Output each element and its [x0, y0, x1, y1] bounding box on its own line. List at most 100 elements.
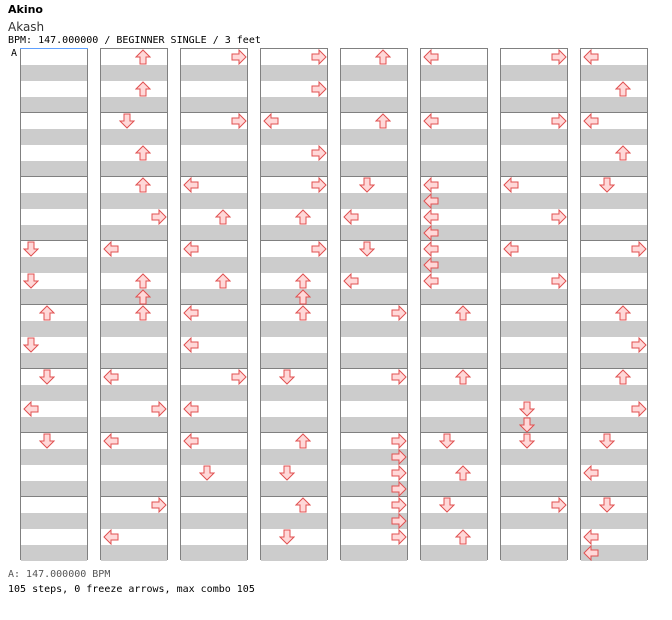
beat-band — [501, 193, 567, 209]
beat-band — [501, 161, 567, 177]
beat-band — [341, 225, 407, 241]
step-arrow-down-icon — [23, 273, 39, 289]
beat-band — [261, 449, 327, 465]
step-arrow-left-icon — [583, 545, 599, 561]
beat-band — [101, 65, 167, 81]
step-arrow-right-icon — [231, 369, 247, 385]
measure-line — [21, 240, 87, 241]
step-arrow-right-icon — [391, 305, 407, 321]
step-arrow-up-icon — [215, 209, 231, 225]
beat-band — [421, 545, 487, 561]
beat-band — [101, 257, 167, 273]
beat-band — [421, 161, 487, 177]
step-arrow-left-icon — [183, 433, 199, 449]
chart-column-7 — [500, 48, 568, 561]
measure-line — [101, 432, 167, 433]
beat-band — [581, 417, 647, 433]
beat-band — [101, 321, 167, 337]
beat-band — [181, 449, 247, 465]
step-arrow-left-icon — [423, 209, 439, 225]
beat-band — [581, 481, 647, 497]
beat-band — [501, 481, 567, 497]
beat-band — [21, 481, 87, 497]
step-arrow-down-icon — [519, 401, 535, 417]
beat-band — [21, 65, 87, 81]
step-arrow-down-icon — [23, 241, 39, 257]
beat-band — [341, 481, 407, 497]
beat-band — [101, 417, 167, 433]
beat-band — [181, 257, 247, 273]
step-arrow-up-icon — [295, 209, 311, 225]
step-arrow-left-icon — [103, 529, 119, 545]
chart-column-5 — [340, 48, 408, 561]
step-arrow-right-icon — [551, 273, 567, 289]
beat-band — [101, 481, 167, 497]
beat-band — [501, 65, 567, 81]
beat-band — [261, 481, 327, 497]
measure-line — [181, 304, 247, 305]
song-title: Akino — [8, 3, 43, 16]
step-arrow-right-icon — [391, 529, 407, 545]
step-arrow-up-icon — [375, 113, 391, 129]
step-arrow-up-icon — [455, 465, 471, 481]
chart-column-8 — [580, 48, 648, 561]
measure-line — [501, 496, 567, 497]
beat-band — [261, 129, 327, 145]
step-arrow-left-icon — [423, 113, 439, 129]
step-arrow-left-icon — [423, 241, 439, 257]
measure-line — [501, 304, 567, 305]
beat-band — [581, 257, 647, 273]
step-arrow-right-icon — [311, 49, 327, 65]
step-arrow-up-icon — [215, 273, 231, 289]
beat-band — [581, 129, 647, 145]
beat-band — [341, 161, 407, 177]
beat-band — [181, 129, 247, 145]
step-arrow-up-icon — [615, 145, 631, 161]
beat-band — [341, 385, 407, 401]
beat-band — [21, 193, 87, 209]
measure-line — [101, 240, 167, 241]
beat-band — [341, 193, 407, 209]
beat-band — [261, 321, 327, 337]
beat-band — [21, 321, 87, 337]
step-arrow-left-icon — [423, 273, 439, 289]
beat-band — [181, 161, 247, 177]
step-stats: 105 steps, 0 freeze arrows, max combo 10… — [8, 584, 255, 595]
beat-band — [21, 97, 87, 113]
chart-column-1 — [20, 48, 88, 561]
bpm-marker: A — [11, 48, 18, 59]
step-arrow-left-icon — [103, 241, 119, 257]
chart-info: BPM: 147.000000 / BEGINNER SINGLE / 3 fe… — [8, 35, 261, 46]
beat-band — [181, 289, 247, 305]
step-arrow-left-icon — [183, 337, 199, 353]
measure-line — [21, 432, 87, 433]
chart-column-4 — [260, 48, 328, 561]
step-arrow-right-icon — [391, 481, 407, 497]
step-arrow-right-icon — [391, 497, 407, 513]
beat-band — [581, 65, 647, 81]
beat-band — [501, 289, 567, 305]
step-arrow-up-icon — [295, 497, 311, 513]
beat-band — [181, 225, 247, 241]
measure-line — [581, 304, 647, 305]
step-arrow-down-icon — [519, 417, 535, 433]
measure-line — [421, 240, 487, 241]
step-arrow-right-icon — [551, 497, 567, 513]
measure-line — [341, 240, 407, 241]
measure-line — [21, 368, 87, 369]
beat-band — [421, 225, 487, 241]
measure-line — [421, 176, 487, 177]
measure-line — [421, 368, 487, 369]
step-arrow-up-icon — [135, 289, 151, 305]
measure-line — [421, 432, 487, 433]
measure-line — [501, 112, 567, 113]
beat-band — [341, 417, 407, 433]
step-arrow-right-icon — [391, 369, 407, 385]
step-arrow-left-icon — [23, 401, 39, 417]
beat-band — [421, 449, 487, 465]
step-arrow-down-icon — [599, 497, 615, 513]
step-arrow-up-icon — [455, 369, 471, 385]
beat-band — [261, 417, 327, 433]
beat-band — [501, 449, 567, 465]
step-arrow-up-icon — [135, 177, 151, 193]
